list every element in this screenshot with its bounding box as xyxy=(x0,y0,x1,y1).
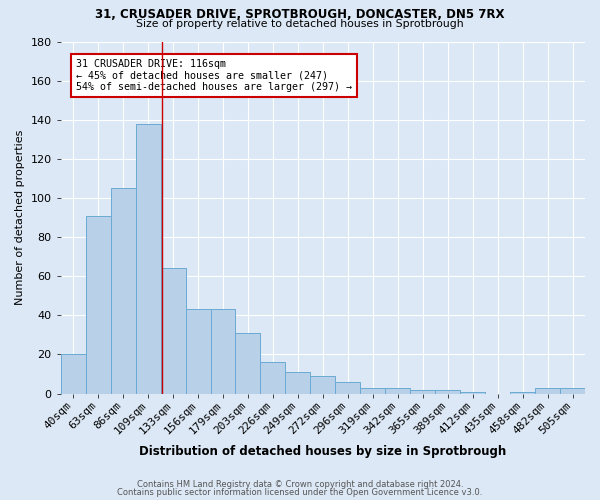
Bar xyxy=(410,390,435,394)
Bar xyxy=(185,310,211,394)
Bar xyxy=(361,388,385,394)
Text: Size of property relative to detached houses in Sprotbrough: Size of property relative to detached ho… xyxy=(136,19,464,29)
Bar xyxy=(260,362,286,394)
Text: 31 CRUSADER DRIVE: 116sqm
← 45% of detached houses are smaller (247)
54% of semi: 31 CRUSADER DRIVE: 116sqm ← 45% of detac… xyxy=(76,59,352,92)
Bar xyxy=(110,188,136,394)
Bar xyxy=(211,310,235,394)
Bar xyxy=(136,124,161,394)
Bar xyxy=(161,268,185,394)
Bar xyxy=(385,388,410,394)
Bar xyxy=(535,388,560,394)
Bar xyxy=(310,376,335,394)
X-axis label: Distribution of detached houses by size in Sprotbrough: Distribution of detached houses by size … xyxy=(139,444,506,458)
Text: Contains public sector information licensed under the Open Government Licence v3: Contains public sector information licen… xyxy=(118,488,482,497)
Bar xyxy=(335,382,361,394)
Bar xyxy=(560,388,585,394)
Bar xyxy=(510,392,535,394)
Text: 31, CRUSADER DRIVE, SPROTBROUGH, DONCASTER, DN5 7RX: 31, CRUSADER DRIVE, SPROTBROUGH, DONCAST… xyxy=(95,8,505,20)
Bar xyxy=(235,333,260,394)
Bar xyxy=(286,372,310,394)
Bar xyxy=(460,392,485,394)
Bar xyxy=(435,390,460,394)
Text: Contains HM Land Registry data © Crown copyright and database right 2024.: Contains HM Land Registry data © Crown c… xyxy=(137,480,463,489)
Bar xyxy=(61,354,86,394)
Y-axis label: Number of detached properties: Number of detached properties xyxy=(15,130,25,305)
Bar xyxy=(86,216,110,394)
